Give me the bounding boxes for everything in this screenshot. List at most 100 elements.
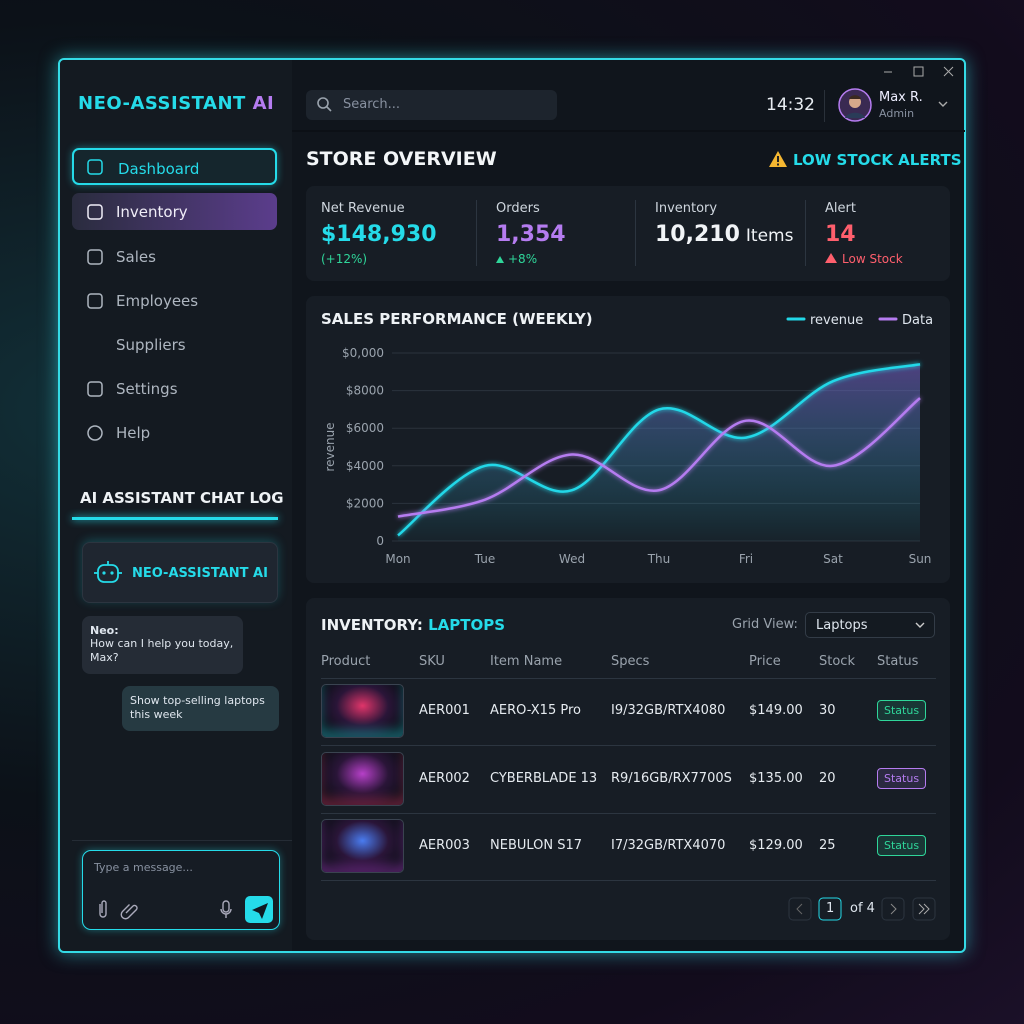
message-sender: Neo: <box>90 624 119 637</box>
nav-icon <box>87 204 103 220</box>
kpi-note-text: +8% <box>508 252 538 266</box>
kpi-label: Net Revenue <box>321 201 405 216</box>
table-cell: AERO-X15 Pro <box>490 703 581 718</box>
product-thumbnail <box>321 819 404 873</box>
row-rule <box>321 678 936 679</box>
page-current: 1 <box>826 901 835 916</box>
kpi-value-text: 1,354 <box>496 222 566 247</box>
page-total: of 4 <box>850 901 875 916</box>
line <box>397 397 921 518</box>
table-cell: 25 <box>819 838 836 853</box>
status-badge: Status <box>877 700 927 721</box>
x-tick-label: Wed <box>559 552 585 566</box>
table-cell: 30 <box>819 703 836 718</box>
user-role: Admin <box>879 107 915 120</box>
legend-label: revenue <box>810 313 863 328</box>
kpi-label: Inventory <box>655 201 718 216</box>
brand-suffix: AI <box>252 93 275 114</box>
search-icon <box>317 97 332 112</box>
brand-name: NEO-ASSISTANT <box>78 93 246 114</box>
nav-icon-shape <box>87 249 103 265</box>
table-title-text: INVENTORY: <box>321 616 423 634</box>
pagination[interactable] <box>788 897 938 923</box>
bot-card <box>82 542 278 603</box>
column-header: Product <box>321 654 371 669</box>
user-name: Max R. <box>879 90 923 105</box>
header-rule <box>292 130 965 132</box>
search-box[interactable] <box>306 90 557 120</box>
row-rule <box>321 880 936 881</box>
chat-title: AI ASSISTANT CHAT LOG <box>80 489 284 507</box>
user-menu-caret[interactable] <box>937 99 949 109</box>
user-message: Show top-selling laptops this week <box>122 686 279 731</box>
input-actions[interactable] <box>90 896 276 924</box>
kpi-note: +8% <box>496 252 537 266</box>
nav-icon-shape <box>87 425 103 441</box>
kpi-divider <box>476 200 477 266</box>
kpi-value: 10,210 Items <box>655 222 793 247</box>
column-header: Status <box>877 654 919 669</box>
bot-icon <box>94 561 122 583</box>
table-cell: AER003 <box>419 838 470 853</box>
table-panel <box>306 598 950 940</box>
page-title: STORE OVERVIEW <box>306 148 497 170</box>
kpi-note: (+12%) <box>321 252 367 266</box>
chart-title: SALES PERFORMANCE (WEEKLY) <box>321 310 593 328</box>
window-controls[interactable] <box>880 64 960 80</box>
table-cell: AER001 <box>419 703 470 718</box>
nav-item[interactable]: Dashboard <box>72 148 277 185</box>
nav-item: Employees <box>72 282 277 319</box>
avatar[interactable] <box>838 88 872 122</box>
y-tick-label: 0 <box>376 534 384 548</box>
table-cell: I9/32GB/RTX4080 <box>611 703 726 718</box>
x-tick-label: Mon <box>385 552 410 566</box>
kpi-note-text: (+12%) <box>321 252 368 266</box>
kpi-divider <box>805 200 806 266</box>
kpi-value-text: 14 <box>825 222 856 247</box>
y-tick-label: $0,000 <box>342 346 384 360</box>
nav-icon-shape <box>87 381 103 397</box>
view-label: Grid View: <box>732 617 798 632</box>
kpi-note: Low Stock <box>825 252 903 266</box>
table-cell: AER002 <box>419 770 470 786</box>
warn-icon <box>825 253 837 263</box>
divider <box>824 90 825 122</box>
table-cell: NEBULON S17 <box>490 838 583 853</box>
column-header: Stock <box>819 654 855 669</box>
table-cell: CYBERBLADE 13 <box>490 770 598 786</box>
alert-icon <box>769 151 787 167</box>
bot-message: Neo: How can I help you today, Max? <box>82 616 243 674</box>
table-cell: R9/16GB/RX7700S <box>611 770 732 786</box>
message-text: How can I help you today, Max? <box>90 637 234 664</box>
up-arrow <box>496 256 504 263</box>
search-placeholder: Search... <box>343 97 401 112</box>
table-title: INVENTORY: LAPTOPS <box>321 616 505 634</box>
nav-item: Settings <box>72 370 277 407</box>
alert-link[interactable]: LOW STOCK ALERTS <box>793 151 962 169</box>
x-tick-label: Sun <box>909 552 932 566</box>
view-select[interactable]: Laptops <box>805 612 935 638</box>
chat-rule <box>72 840 292 841</box>
area <box>398 364 920 541</box>
product-thumbnail <box>321 684 404 738</box>
y-tick-label: $8000 <box>346 384 384 398</box>
brand: NEO-ASSISTANT AI <box>78 93 274 114</box>
kpi-value: $148,930 <box>321 222 437 247</box>
nav-icon <box>87 381 103 397</box>
chart: SALES PERFORMANCE (WEEKLY) revenue 0 $200… <box>321 310 933 566</box>
x-tick-label: Thu <box>647 552 671 566</box>
status-badge: Status <box>877 835 927 856</box>
chat-title-rule <box>72 517 278 520</box>
product-thumbnail <box>321 751 404 806</box>
status-badge: Status <box>877 767 927 789</box>
view-value: Laptops <box>816 618 868 633</box>
nav-item: Help <box>72 414 277 451</box>
kpi-value: 1,354 <box>496 222 566 247</box>
row-rule <box>321 812 936 814</box>
nav-item[interactable]: Inventory <box>72 193 277 230</box>
nav-icon-shape <box>87 159 103 175</box>
line <box>397 363 921 537</box>
nav-item: Sales <box>72 238 277 275</box>
kpi-note-text: Low Stock <box>842 252 903 266</box>
